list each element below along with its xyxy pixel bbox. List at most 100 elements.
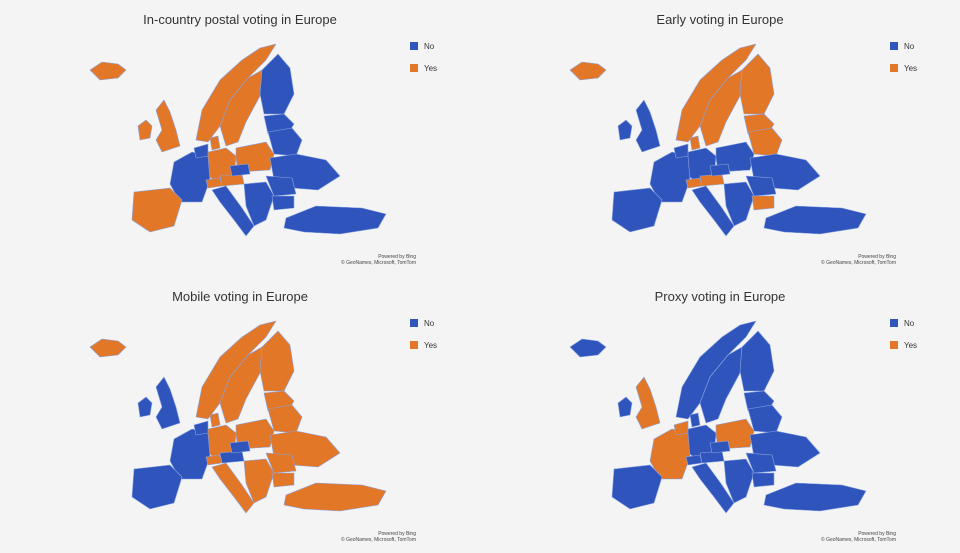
region-benelux <box>673 420 689 436</box>
legend-label-no: No <box>904 318 915 328</box>
region-denmark <box>209 412 221 428</box>
map-title: Mobile voting in Europe <box>172 289 308 304</box>
europe-map <box>89 43 387 237</box>
legend-label-yes: Yes <box>904 340 918 350</box>
legend-label-no: No <box>424 318 435 328</box>
legend-swatch-yes <box>410 64 418 72</box>
legend-swatch-no <box>890 42 898 50</box>
region-benelux <box>673 143 689 159</box>
region-switzerland <box>685 177 703 189</box>
europe-map <box>89 320 387 514</box>
map-title: In-country postal voting in Europe <box>143 12 337 27</box>
map-panel: Proxy voting in Europe No Yes Powered by… <box>480 277 960 553</box>
region-switzerland <box>205 454 223 466</box>
map-credit: Powered by Bing © GeoNames, Microsoft, T… <box>821 531 896 543</box>
region-finland <box>739 53 775 115</box>
credit-attribution: © GeoNames, Microsoft, TomTom <box>341 537 416 543</box>
legend-swatch-no <box>890 319 898 327</box>
region-bulgaria <box>751 195 775 211</box>
credit-attribution: © GeoNames, Microsoft, TomTom <box>821 537 896 543</box>
region-uk <box>635 376 661 430</box>
region-finland <box>259 53 295 115</box>
region-turkey <box>283 205 387 235</box>
region-switzerland <box>205 177 223 189</box>
region-ireland <box>617 119 633 141</box>
region-finland <box>739 330 775 392</box>
region-belarus <box>267 127 303 157</box>
region-benelux <box>193 143 209 159</box>
region-iberia <box>611 464 663 510</box>
map-legend: No Yes <box>410 40 437 84</box>
map-legend: No Yes <box>890 317 917 361</box>
region-denmark <box>689 412 701 428</box>
legend-label-no: No <box>904 41 915 51</box>
region-iberia <box>131 464 183 510</box>
legend-swatch-no <box>410 42 418 50</box>
region-switzerland <box>685 454 703 466</box>
region-czechia <box>709 163 731 177</box>
legend-swatch-yes <box>890 341 898 349</box>
region-ireland <box>137 119 153 141</box>
region-czechia <box>709 440 731 454</box>
legend-item-no: No <box>890 317 917 329</box>
legend-item-no: No <box>890 40 917 52</box>
credit-powered-by: Powered by Bing <box>858 531 896 537</box>
region-iceland <box>89 338 127 358</box>
region-finland <box>259 330 295 392</box>
region-bulgaria <box>271 472 295 488</box>
region-bulgaria <box>271 195 295 211</box>
map-panel: In-country postal voting in Europe No Ye… <box>0 0 480 276</box>
legend-item-no: No <box>410 40 437 52</box>
map-credit: Powered by Bing © GeoNames, Microsoft, T… <box>341 531 416 543</box>
europe-map <box>569 43 867 237</box>
region-denmark <box>209 135 221 151</box>
region-iberia <box>611 187 663 233</box>
region-turkey <box>763 482 867 512</box>
credit-powered-by: Powered by Bing <box>378 531 416 537</box>
map-panel: Early voting in Europe No Yes Powered by… <box>480 0 960 276</box>
credit-powered-by: Powered by Bing <box>858 254 896 260</box>
legend-item-yes: Yes <box>410 62 437 74</box>
region-iberia <box>131 187 183 233</box>
region-ireland <box>137 396 153 418</box>
region-benelux <box>193 420 209 436</box>
map-legend: No Yes <box>890 40 917 84</box>
region-iceland <box>569 338 607 358</box>
region-bulgaria <box>751 472 775 488</box>
europe-map <box>569 320 867 514</box>
map-credit: Powered by Bing © GeoNames, Microsoft, T… <box>341 254 416 266</box>
legend-swatch-yes <box>410 341 418 349</box>
region-turkey <box>283 482 387 512</box>
region-uk <box>635 99 661 153</box>
region-uk <box>155 99 181 153</box>
map-legend: No Yes <box>410 317 437 361</box>
map-title: Proxy voting in Europe <box>654 289 786 304</box>
map-credit: Powered by Bing © GeoNames, Microsoft, T… <box>821 254 896 266</box>
legend-item-yes: Yes <box>890 339 917 351</box>
region-uk <box>155 376 181 430</box>
map-title: Early voting in Europe <box>656 12 784 27</box>
legend-item-yes: Yes <box>410 339 437 351</box>
legend-label-yes: Yes <box>424 340 438 350</box>
region-iceland <box>89 61 127 81</box>
legend-swatch-no <box>410 319 418 327</box>
region-czechia <box>229 163 251 177</box>
region-ireland <box>617 396 633 418</box>
legend-label-yes: Yes <box>904 63 918 73</box>
map-panel: Mobile voting in Europe No Yes Powered b… <box>0 277 480 553</box>
region-belarus <box>747 404 783 434</box>
region-turkey <box>763 205 867 235</box>
credit-attribution: © GeoNames, Microsoft, TomTom <box>341 260 416 266</box>
region-belarus <box>267 404 303 434</box>
legend-item-yes: Yes <box>890 62 917 74</box>
legend-swatch-yes <box>890 64 898 72</box>
region-iceland <box>569 61 607 81</box>
credit-attribution: © GeoNames, Microsoft, TomTom <box>821 260 896 266</box>
legend-item-no: No <box>410 317 437 329</box>
region-denmark <box>689 135 701 151</box>
credit-powered-by: Powered by Bing <box>378 254 416 260</box>
region-czechia <box>229 440 251 454</box>
region-belarus <box>747 127 783 157</box>
legend-label-yes: Yes <box>424 63 438 73</box>
legend-label-no: No <box>424 41 435 51</box>
